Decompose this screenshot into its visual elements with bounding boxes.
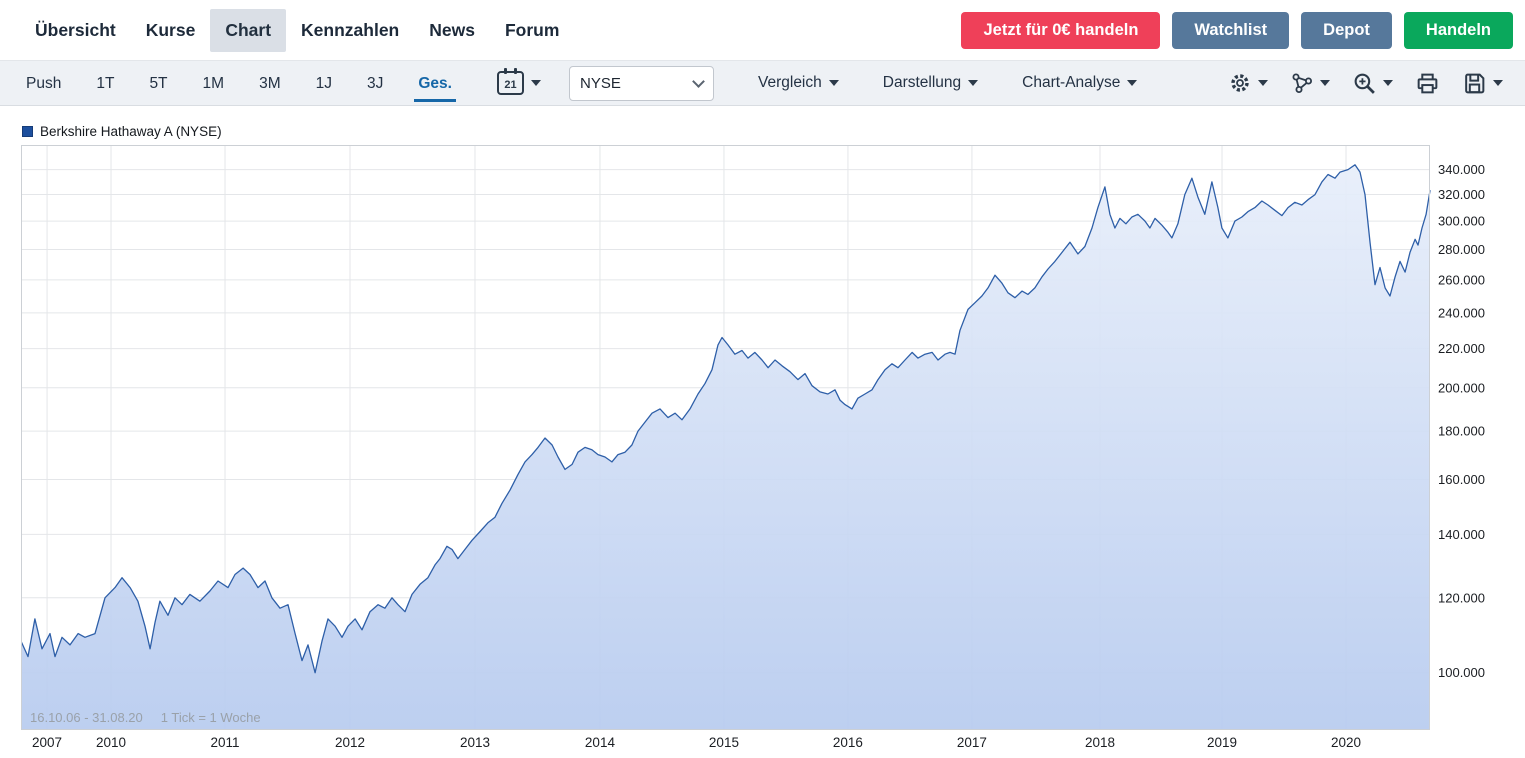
handeln-button[interactable]: Handeln: [1403, 11, 1513, 49]
svg-text:220.000: 220.000: [1438, 341, 1485, 356]
settings-button[interactable]: [1224, 69, 1272, 97]
svg-text:2020: 2020: [1331, 735, 1361, 750]
svg-text:260.000: 260.000: [1438, 272, 1485, 287]
menu-darstellung-label: Darstellung: [882, 74, 962, 91]
tab-chart[interactable]: Chart: [210, 8, 287, 52]
indicators-button[interactable]: [1286, 69, 1334, 97]
chart-plot[interactable]: 100.000 120.000 140.000 160.000 180.000 200.0…: [20, 145, 1525, 758]
svg-text:2019: 2019: [1207, 735, 1237, 750]
svg-text:240.000: 240.000: [1438, 305, 1485, 320]
range-1m[interactable]: 1M: [202, 75, 225, 92]
range-push[interactable]: Push: [26, 75, 62, 92]
svg-text:100.000: 100.000: [1438, 665, 1485, 680]
svg-text:2015: 2015: [709, 735, 739, 750]
promo-trade-button[interactable]: Jetzt für 0€ handeln: [961, 11, 1161, 49]
zoom-button[interactable]: [1348, 69, 1397, 98]
chart-section: Berkshire Hathaway A (NYSE) 100.000 120.0…: [0, 106, 1525, 758]
watchlist-button[interactable]: Watchlist: [1172, 11, 1290, 49]
chevron-down-icon: [1258, 80, 1268, 86]
svg-text:300.000: 300.000: [1438, 214, 1485, 229]
tab-uebersicht[interactable]: Übersicht: [35, 19, 116, 40]
chart-legend: Berkshire Hathaway A (NYSE): [22, 124, 222, 139]
svg-text:180.000: 180.000: [1438, 424, 1485, 439]
gear-icon: [1231, 74, 1249, 92]
top-nav: Übersicht Kurse Chart Kennzahlen News Fo…: [0, 0, 1525, 60]
svg-text:2014: 2014: [585, 735, 616, 750]
nav-actions: Jetzt für 0€ handeln Watchlist Depot Han…: [961, 11, 1517, 49]
svg-text:2018: 2018: [1085, 735, 1115, 750]
chevron-down-icon: [1493, 80, 1503, 86]
chevron-down-icon: [1383, 80, 1393, 86]
save-button[interactable]: [1458, 69, 1507, 98]
menu-chart-analyse[interactable]: Chart-Analyse: [1022, 74, 1138, 92]
chevron-down-icon: [530, 80, 541, 86]
menu-darstellung[interactable]: Darstellung: [882, 74, 979, 92]
chevron-down-icon: [968, 80, 979, 86]
svg-text:2017: 2017: [957, 735, 987, 750]
range-1j[interactable]: 1J: [315, 75, 332, 92]
exchange-select-wrap: NYSE: [568, 65, 714, 101]
chart-footer: 16.10.06 - 31.08.20 1 Tick = 1 Woche: [30, 710, 261, 725]
zoom-in-icon: [1354, 73, 1375, 94]
chart-toolbar: Push 1T 5T 1M 3M 1J 3J Ges. 21 NYSE Verg…: [0, 60, 1525, 106]
range-gesamt[interactable]: Ges.: [414, 64, 456, 102]
svg-text:2011: 2011: [211, 735, 240, 750]
svg-text:320.000: 320.000: [1438, 187, 1485, 202]
svg-text:2013: 2013: [460, 735, 490, 750]
range-3j[interactable]: 3J: [367, 75, 384, 92]
printer-icon: [1417, 73, 1438, 93]
tab-news[interactable]: News: [429, 19, 475, 40]
chevron-down-icon: [1320, 80, 1330, 86]
svg-text:280.000: 280.000: [1438, 242, 1485, 257]
chart-period-label: 16.10.06 - 31.08.20: [30, 710, 143, 725]
tab-kennzahlen[interactable]: Kennzahlen: [301, 19, 400, 40]
menu-vergleich-label: Vergleich: [757, 74, 822, 91]
chart-tick-label: 1 Tick = 1 Woche: [160, 710, 261, 725]
menu-vergleich[interactable]: Vergleich: [758, 74, 839, 92]
tab-forum[interactable]: Forum: [504, 19, 560, 40]
tab-kurse[interactable]: Kurse: [145, 19, 196, 40]
legend-label: Berkshire Hathaway A (NYSE): [40, 124, 222, 139]
svg-text:160.000: 160.000: [1438, 472, 1485, 487]
chevron-down-icon: [828, 80, 839, 86]
toolbar-icon-group: [1224, 69, 1507, 98]
svg-text:340.000: 340.000: [1438, 162, 1485, 177]
chevron-down-icon: [1127, 80, 1138, 86]
calendar-icon: 21: [496, 68, 524, 95]
save-icon: [1465, 73, 1485, 93]
page-tabs: Übersicht Kurse Chart Kennzahlen News Fo…: [20, 0, 574, 60]
range-5t[interactable]: 5T: [149, 75, 168, 92]
indicators-icon: [1292, 73, 1312, 93]
svg-text:2012: 2012: [335, 735, 365, 750]
calendar-day: 21: [504, 79, 517, 91]
legend-swatch: [22, 126, 33, 137]
range-3m[interactable]: 3M: [259, 75, 281, 92]
svg-text:2007: 2007: [32, 735, 62, 750]
svg-text:120.000: 120.000: [1438, 590, 1485, 605]
range-1t[interactable]: 1T: [96, 75, 115, 92]
menu-chart-analyse-label: Chart-Analyse: [1022, 74, 1121, 91]
depot-button[interactable]: Depot: [1301, 11, 1392, 49]
exchange-select[interactable]: NYSE: [568, 65, 714, 101]
svg-text:200.000: 200.000: [1438, 380, 1485, 395]
date-range-button[interactable]: 21: [496, 68, 541, 95]
svg-text:140.000: 140.000: [1438, 527, 1485, 542]
svg-text:2016: 2016: [833, 735, 863, 750]
print-button[interactable]: [1411, 69, 1444, 98]
svg-text:2010: 2010: [96, 735, 126, 750]
